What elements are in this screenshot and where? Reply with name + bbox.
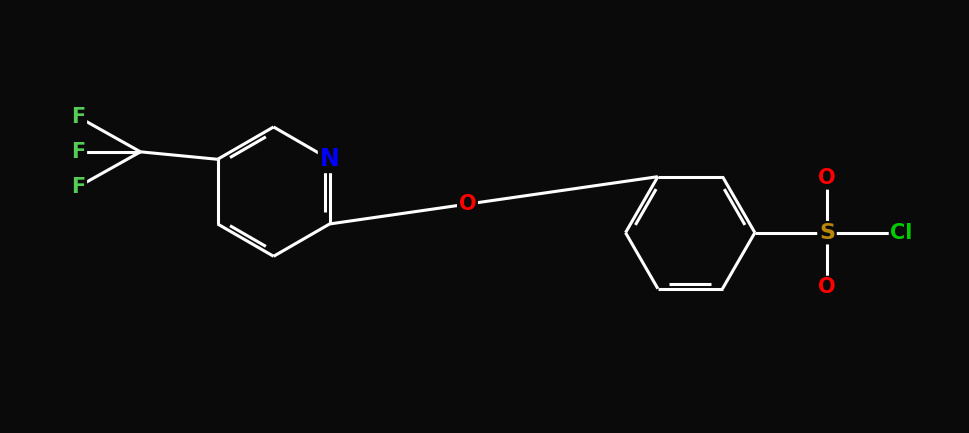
Text: N: N [320,147,339,171]
Text: Cl: Cl [890,223,912,242]
Text: S: S [818,223,834,242]
Text: O: O [817,168,835,188]
Text: O: O [458,194,476,214]
Text: O: O [817,278,835,297]
Text: F: F [71,142,85,162]
Text: F: F [71,107,85,127]
Text: F: F [71,177,85,197]
